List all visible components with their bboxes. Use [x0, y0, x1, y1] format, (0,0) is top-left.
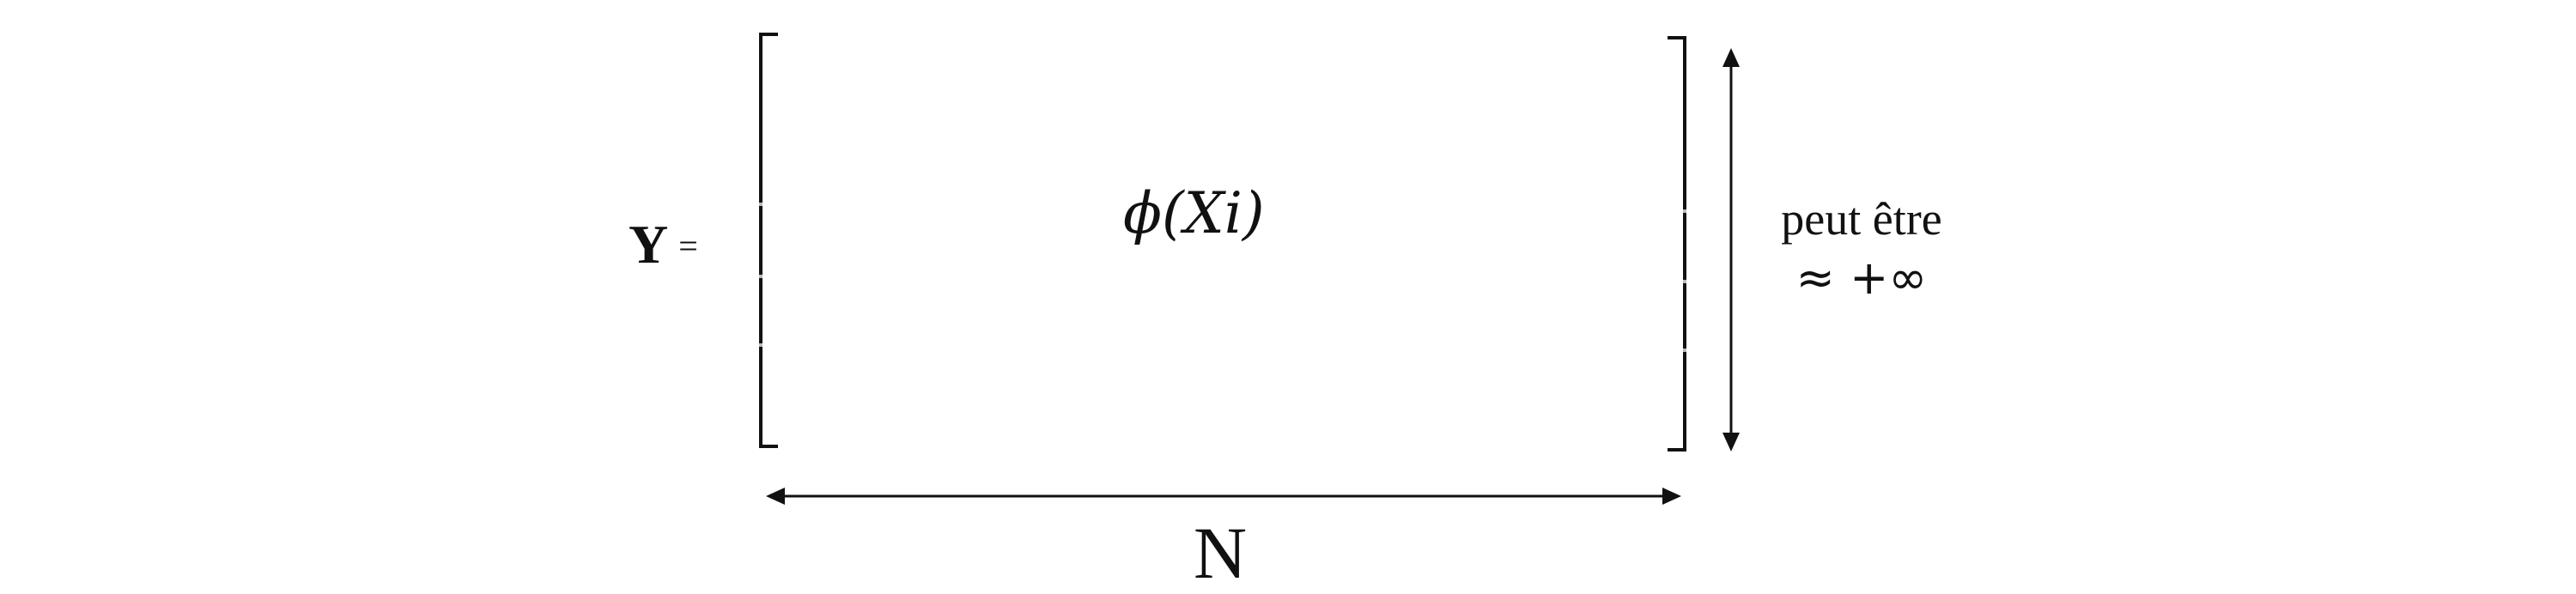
matrix-right-bracket — [1668, 36, 1686, 452]
matrix-content: ϕ(Xi) — [1123, 180, 1265, 246]
width-arrow-right-head — [1662, 488, 1681, 505]
height-arrow — [1722, 48, 1740, 452]
height-arrow-top-head — [1722, 48, 1740, 67]
matrix-left-bracket — [759, 33, 778, 448]
width-arrow-left-head — [766, 488, 785, 505]
y-variable: Y — [629, 214, 669, 275]
height-arrow-bottom-head — [1722, 433, 1740, 452]
lhs-label: Y = — [629, 213, 698, 276]
height-annotation-line1: peut être — [1781, 193, 1942, 245]
height-annotation-line2: ≈ +∞ — [1795, 251, 1928, 305]
width-label: N — [1194, 512, 1248, 594]
equals-sign: = — [678, 227, 698, 265]
width-arrow — [766, 488, 1681, 505]
height-annotation: peut être ≈ +∞ — [1759, 191, 1965, 309]
